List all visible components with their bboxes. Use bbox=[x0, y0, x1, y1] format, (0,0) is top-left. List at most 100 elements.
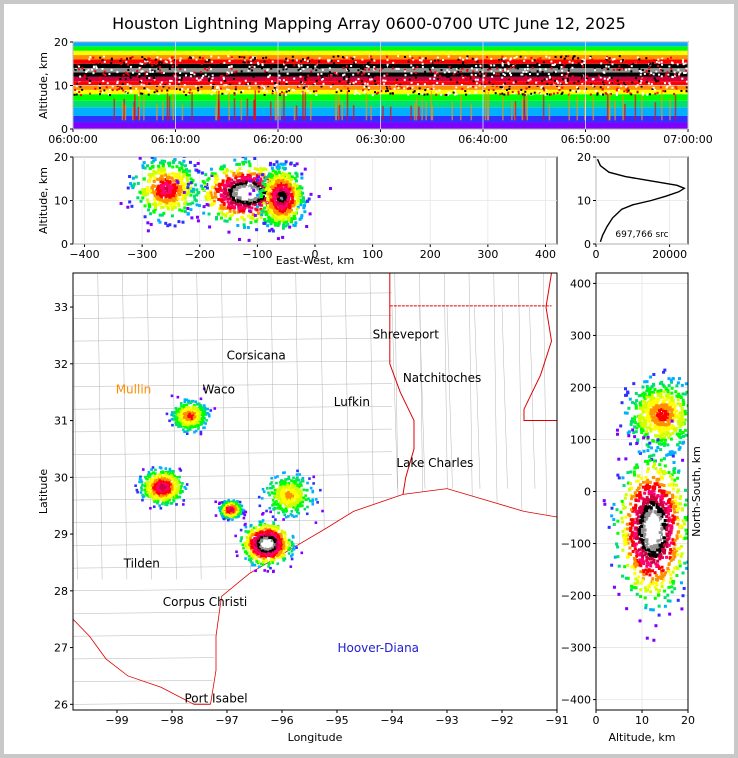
time-height-speck bbox=[182, 90, 185, 93]
map-lightning-point bbox=[187, 420, 191, 424]
time-height-speck bbox=[521, 93, 524, 96]
time-height-speck bbox=[410, 64, 413, 67]
east-west-point bbox=[285, 210, 289, 214]
time-height-speck bbox=[284, 66, 287, 69]
east-west-point bbox=[260, 213, 264, 217]
east-west-point bbox=[224, 195, 228, 199]
east-west-point bbox=[156, 177, 160, 181]
time-height-speck bbox=[78, 90, 81, 93]
time-height-speck bbox=[454, 93, 457, 96]
east-west-point bbox=[128, 200, 132, 204]
east-west-point bbox=[279, 211, 283, 215]
east-west-point bbox=[178, 168, 182, 172]
time-height-speck bbox=[194, 85, 197, 88]
time-height-speck bbox=[608, 57, 611, 60]
time-height-speck bbox=[519, 55, 522, 58]
time-height-speck bbox=[577, 57, 580, 60]
time-height-speck bbox=[338, 80, 341, 83]
east-west-point bbox=[200, 171, 204, 175]
east-west-point bbox=[189, 177, 193, 181]
time-height-streak bbox=[293, 106, 296, 121]
east-west-point bbox=[299, 200, 303, 204]
time-height-speck bbox=[397, 67, 400, 70]
map-lightning-point bbox=[190, 425, 194, 428]
time-height-speck bbox=[256, 60, 259, 63]
map-lightning-point bbox=[156, 501, 159, 505]
map-lightning-point bbox=[205, 419, 208, 422]
east-west-point bbox=[278, 202, 282, 206]
time-height-speck bbox=[545, 89, 548, 92]
east-west-point bbox=[284, 224, 288, 228]
east-west-point bbox=[260, 200, 264, 204]
time-height-speck bbox=[285, 81, 288, 84]
east-west-point bbox=[138, 157, 142, 160]
time-height-speck bbox=[646, 93, 649, 96]
time-height-speck bbox=[88, 81, 91, 84]
map-lightning-point bbox=[179, 419, 183, 423]
map-lightning-point bbox=[202, 406, 205, 410]
time-height-speck bbox=[200, 85, 203, 88]
east-west-point bbox=[222, 201, 226, 205]
map-lightning-point bbox=[194, 407, 197, 410]
east-west-point bbox=[172, 159, 176, 163]
time-height-streak bbox=[138, 90, 141, 121]
east-west-point bbox=[244, 157, 248, 161]
time-height-speck bbox=[678, 73, 681, 76]
east-west-point bbox=[168, 195, 172, 199]
time-height-speck bbox=[148, 77, 151, 80]
time-height-speck bbox=[337, 60, 340, 63]
map-lightning-point bbox=[188, 418, 191, 421]
time-height-speck bbox=[434, 71, 437, 74]
east-west-point bbox=[207, 177, 211, 181]
time-height-speck bbox=[146, 60, 149, 63]
map-lightning-point bbox=[175, 412, 179, 415]
map-lightning-point bbox=[153, 474, 156, 477]
time-height-speck bbox=[216, 86, 219, 89]
time-height-speck bbox=[615, 91, 618, 94]
map-lightning-point bbox=[201, 412, 204, 416]
east-west-point bbox=[283, 172, 287, 176]
east-west-point bbox=[284, 183, 288, 187]
east-west-point bbox=[274, 176, 278, 180]
time-height-speck bbox=[300, 60, 303, 63]
time-height-speck bbox=[320, 72, 323, 75]
time-height-speck bbox=[462, 61, 465, 64]
map-lightning-point bbox=[200, 406, 204, 409]
time-height-speck bbox=[474, 92, 477, 95]
map-lightning-point bbox=[151, 479, 154, 482]
time-height-speck bbox=[521, 73, 524, 76]
time-height-speck bbox=[273, 86, 276, 89]
map-lightning-point bbox=[158, 479, 161, 483]
time-height-speck bbox=[252, 56, 255, 59]
time-height-streak bbox=[341, 100, 343, 121]
time-height-speck bbox=[283, 63, 286, 66]
east-west-point bbox=[255, 181, 259, 185]
east-west-point bbox=[271, 220, 275, 224]
time-height-speck bbox=[94, 87, 97, 90]
east-west-point bbox=[264, 188, 268, 192]
map-lightning-point bbox=[150, 487, 154, 490]
time-height-speck bbox=[431, 66, 434, 69]
time-height-speck bbox=[457, 58, 460, 61]
east-west-point bbox=[211, 196, 215, 200]
time-height-speck bbox=[366, 82, 369, 85]
east-west-point bbox=[196, 161, 200, 165]
east-west-point bbox=[148, 174, 152, 178]
time-height-speck bbox=[473, 76, 476, 79]
map-lightning-point bbox=[187, 399, 191, 403]
time-height-streak bbox=[415, 96, 418, 121]
east-west-point bbox=[234, 176, 238, 180]
time-height-speck bbox=[157, 92, 160, 95]
east-west-point bbox=[238, 193, 242, 197]
east-west-point bbox=[294, 192, 298, 196]
map-lightning-point bbox=[163, 477, 166, 480]
time-height-speck bbox=[119, 74, 122, 77]
map-lightning-point bbox=[161, 502, 164, 506]
east-west-point bbox=[225, 211, 229, 215]
map-lightning-point bbox=[171, 495, 175, 499]
time-height-speck bbox=[352, 61, 355, 64]
time-height-speck bbox=[228, 60, 231, 63]
east-west-point bbox=[170, 207, 174, 211]
east-west-point bbox=[241, 182, 245, 186]
time-height-speck bbox=[386, 89, 389, 92]
